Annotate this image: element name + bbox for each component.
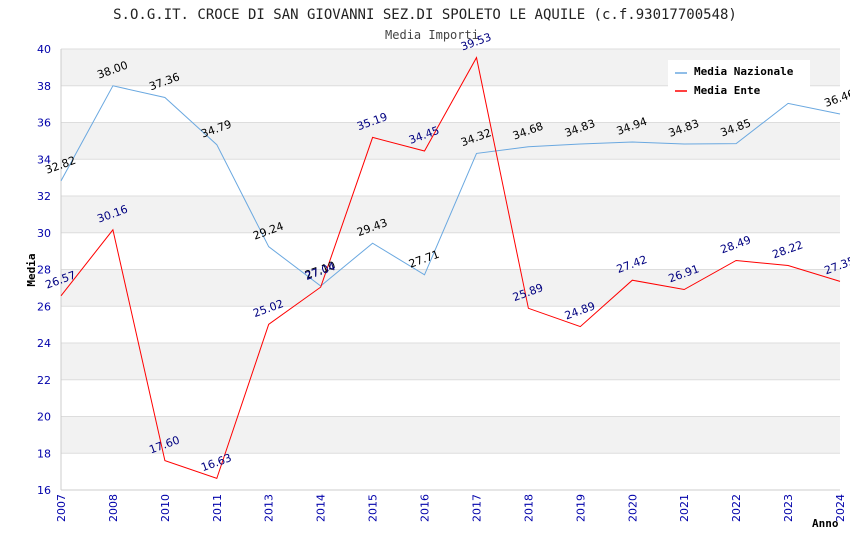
chart-subtitle: Media Importi bbox=[385, 28, 479, 42]
x-axis-label: Anno bbox=[812, 517, 839, 530]
y-tick-label: 36 bbox=[37, 117, 51, 130]
y-tick-label: 38 bbox=[37, 80, 51, 93]
x-tick-label: 2011 bbox=[211, 494, 224, 522]
x-tick-label: 2010 bbox=[159, 494, 172, 522]
plot-background bbox=[60, 48, 840, 491]
data-label: 16.63 bbox=[199, 451, 233, 474]
x-tick-label: 2022 bbox=[730, 494, 743, 522]
x-tick-label: 2016 bbox=[419, 494, 432, 522]
y-tick-label: 24 bbox=[37, 337, 51, 350]
data-label: 28.49 bbox=[719, 233, 753, 256]
x-tick-label: 2024 bbox=[834, 494, 847, 522]
data-label: 36.46 bbox=[823, 87, 850, 110]
x-tick-label: 2018 bbox=[522, 494, 535, 522]
y-tick-label: 22 bbox=[37, 374, 51, 387]
series-line-media-ente bbox=[60, 56, 841, 480]
legend: Media Nazionale Media Ente bbox=[668, 60, 810, 100]
x-tick-label: 2015 bbox=[367, 494, 380, 522]
y-tick-label: 20 bbox=[37, 411, 51, 424]
x-tick-label: 2021 bbox=[678, 494, 691, 522]
y-tick-label: 28 bbox=[37, 264, 51, 277]
data-label: 27.35 bbox=[823, 254, 850, 277]
legend-label-media-ente: Media Ente bbox=[694, 84, 761, 97]
data-label: 28.22 bbox=[771, 238, 805, 261]
y-tick-label: 26 bbox=[37, 300, 51, 313]
legend-box bbox=[668, 60, 810, 100]
x-tick-label: 2007 bbox=[55, 494, 68, 522]
x-tick-label: 2014 bbox=[315, 494, 328, 522]
grid-band bbox=[61, 269, 840, 307]
grid-band bbox=[61, 416, 840, 454]
y-tick-label: 16 bbox=[37, 484, 51, 497]
chart-title: S.O.G.IT. CROCE DI SAN GIOVANNI SEZ.DI S… bbox=[113, 7, 737, 23]
grid-band bbox=[61, 122, 840, 160]
y-tick-label: 32 bbox=[37, 190, 51, 203]
legend-label-media-nazionale: Media Nazionale bbox=[694, 65, 794, 78]
grid-band bbox=[61, 343, 840, 380]
series-line-media-nazionale bbox=[60, 85, 841, 287]
y-tick-label: 30 bbox=[37, 227, 51, 240]
series-lines bbox=[60, 56, 841, 480]
y-axis-label: Media bbox=[25, 253, 38, 286]
y-tick-label: 40 bbox=[37, 43, 51, 56]
x-tick-label: 2013 bbox=[263, 494, 276, 522]
y-tick-label: 34 bbox=[37, 153, 51, 166]
x-tick-label: 2023 bbox=[782, 494, 795, 522]
x-tick-label: 2020 bbox=[626, 494, 639, 522]
data-label: 27.71 bbox=[407, 248, 441, 271]
y-tick-label: 18 bbox=[37, 447, 51, 460]
x-tick-label: 2019 bbox=[574, 494, 587, 522]
x-axis-ticks: 2007 2008 2010 2011 2013 2014 2015 2016 2017 2018… bbox=[55, 494, 847, 522]
x-tick-label: 2017 bbox=[470, 494, 483, 522]
y-axis-ticks: 16 18 20 22 24 26 28 30 32 34 36 38 40 bbox=[37, 43, 51, 497]
x-tick-label: 2008 bbox=[107, 494, 120, 522]
